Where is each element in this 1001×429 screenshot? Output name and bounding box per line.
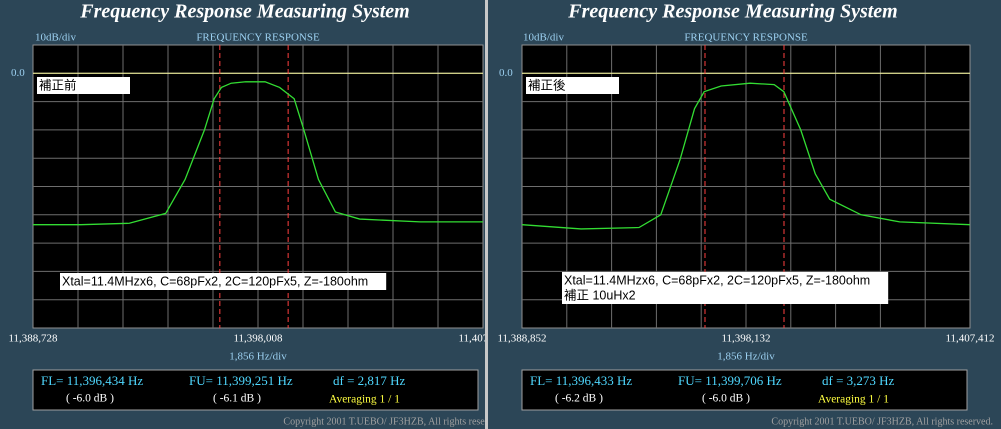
annotation-box	[60, 273, 387, 290]
readout-df: df = 3,273 Hz	[822, 373, 895, 388]
x-tick-label: 11,398,132	[721, 333, 770, 345]
copyright: Copyright 2001 T.UEBO/ JF3HZB, All right…	[771, 416, 993, 427]
annotation-box	[37, 77, 130, 94]
readout-fl-db: ( -6.2 dB )	[555, 393, 603, 405]
annotation: Xtal=11.4MHzx6, C=68pFx2, 2C=120pFx5, Z=…	[564, 273, 870, 287]
panel-subtitle: FREQUENCY RESPONSE	[684, 32, 808, 44]
trace	[521, 82, 971, 230]
panel: Frequency Response Measuring System10dB/…	[488, 0, 1001, 429]
panel-title: Frequency Response Measuring System	[567, 1, 897, 23]
annotation: Xtal=11.4MHzx6, C=68pFx2, 2C=120pFx5, Z=…	[62, 274, 368, 288]
readout-fl: FL= 11,396,433 Hz	[530, 373, 632, 388]
x-tick-label: 11,407,412	[945, 333, 994, 345]
averaging: Averaging 1 / 1	[818, 394, 889, 406]
annotation: 補正前	[39, 77, 77, 92]
x-tick-label: 11,398,008	[233, 333, 283, 345]
y-tick-label: 0.0	[499, 67, 513, 79]
x-tick-label: 11,388,728	[8, 333, 58, 345]
readout-fu-db: ( -6.1 dB )	[213, 393, 261, 405]
readout-fu: FU= 11,399,251 Hz	[189, 373, 293, 388]
x-axis-label: 1,856 Hz/div	[717, 351, 775, 363]
annotation: 補正 10uHx2	[564, 288, 636, 302]
y-axis-label: 10dB/div	[35, 32, 76, 44]
panel-title: Frequency Response Measuring System	[79, 1, 409, 23]
readout-box	[32, 369, 479, 411]
annotation: 補正後	[528, 78, 566, 92]
x-tick-label: 11,407,288	[458, 333, 508, 345]
trace	[33, 81, 483, 226]
copyright: Copyright 2001 T.UEBO/ JF3HZB, All right…	[283, 416, 505, 427]
readout-box	[521, 369, 968, 411]
readout-df: df = 2,817 Hz	[333, 373, 406, 388]
y-tick-label: 0.0	[11, 67, 25, 79]
panel-subtitle: FREQUENCY RESPONSE	[196, 32, 320, 44]
annotation-box	[562, 272, 889, 304]
y-axis-label: 10dB/div	[523, 32, 564, 44]
annotation-box	[526, 77, 619, 94]
readout-fl-db: ( -6.0 dB )	[66, 393, 114, 405]
x-tick-label: 11,388,852	[497, 333, 546, 345]
averaging: Averaging 1 / 1	[329, 394, 400, 406]
x-axis-label: 1,856 Hz/div	[229, 351, 287, 363]
readout-fu-db: ( -6.0 dB )	[702, 393, 750, 405]
readout-fl: FL= 11,396,434 Hz	[41, 373, 143, 388]
panel: Frequency Response Measuring System10dB/…	[0, 0, 508, 429]
readout-fu: FU= 11,399,706 Hz	[678, 373, 782, 388]
